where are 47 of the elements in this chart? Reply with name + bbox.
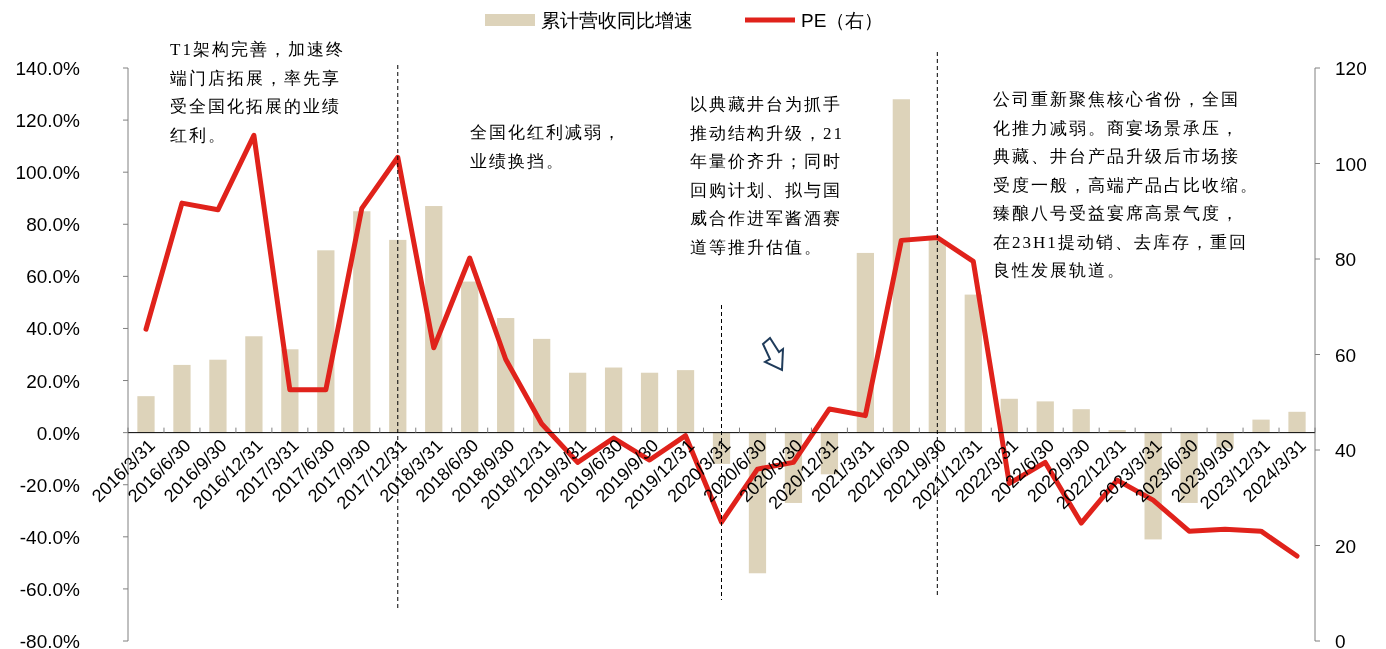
- y-tick-label: -20.0%: [19, 474, 81, 496]
- bar: [1288, 411, 1306, 433]
- bar: [1036, 401, 1054, 433]
- y-tick-label: -60.0%: [19, 578, 81, 600]
- legend-label: PE（右）: [801, 10, 884, 31]
- y-tick-label: 60.0%: [26, 266, 81, 288]
- bar: [640, 372, 659, 433]
- y2-tick-label: 80: [1335, 249, 1357, 270]
- annotation: 以典藏井台为抓手推动结构升级，21年量价齐升；同时回购计划、拟与国威合作进军酱酒赛道等推升估值。: [690, 95, 844, 257]
- y2-tick-label: 100: [1335, 153, 1367, 175]
- y2-tick-label: 40: [1335, 440, 1357, 461]
- y-tick-label: 20.0%: [26, 370, 81, 392]
- bar: [1072, 409, 1090, 433]
- y-tick-label: 120.0%: [15, 110, 81, 132]
- y2-tick-label: 0: [1335, 631, 1346, 649]
- y2-tick-label: 60: [1335, 344, 1357, 366]
- y-tick-label: 140.0%: [15, 58, 81, 79]
- annotation: 公司重新聚焦核心省份，全国化推力减弱。商宴场景承压，典藏、井台产品升级后市场接受度一般，高端产品占比收缩。臻酿八号受益宴席高景气度，在23H1提动销、去库存，重回良性发展轨道。: [993, 90, 1259, 280]
- y2-tick-label: 120: [1335, 58, 1367, 79]
- bar: [137, 396, 155, 433]
- bar: [568, 372, 587, 433]
- bar: [928, 239, 946, 433]
- bar: [856, 252, 875, 433]
- y2-tick-label: 20: [1335, 535, 1357, 557]
- bar: [317, 250, 335, 433]
- bar: [1252, 419, 1270, 433]
- bar: [209, 359, 227, 433]
- bar: [1000, 398, 1018, 433]
- legend-label: 累计营收同比增速: [541, 10, 693, 31]
- y-tick-label: -40.0%: [19, 526, 81, 548]
- y-tick-label: 100.0%: [15, 162, 81, 184]
- y-tick-label: 0.0%: [36, 422, 81, 444]
- y-tick-label: 80.0%: [26, 214, 81, 236]
- bar: [676, 370, 695, 433]
- annotation: 全国化红利减弱，业绩换挡。: [470, 123, 622, 171]
- bar: [461, 281, 479, 433]
- bar: [245, 336, 263, 433]
- y-tick-label: 40.0%: [26, 318, 81, 340]
- bar: [389, 239, 407, 433]
- bar: [425, 206, 443, 433]
- bar: [173, 364, 191, 433]
- annotation: T1架构完善，加速终端门店拓展，率先享受全国化拓展的业绩红利。: [170, 40, 345, 145]
- y-tick-label: -80.0%: [19, 631, 81, 649]
- bar: [353, 211, 371, 433]
- bar: [604, 367, 623, 433]
- bar: [892, 99, 910, 433]
- bar: [964, 294, 982, 433]
